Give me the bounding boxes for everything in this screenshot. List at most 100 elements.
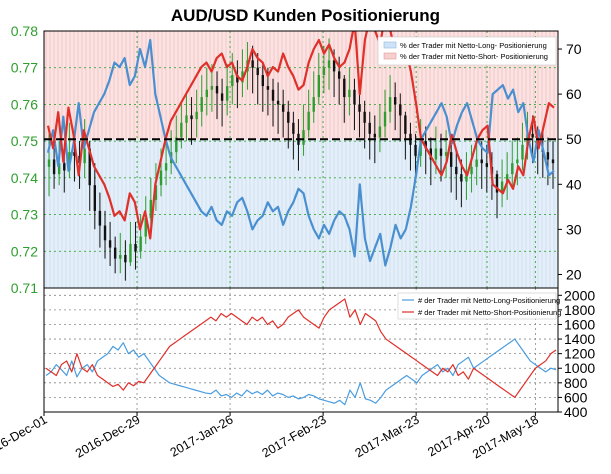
- top-left-axis: 0.78 0.77 0.76 0.75 0.74 0.73 0.72 0.71: [11, 23, 38, 296]
- y-right-tick-label: 800: [564, 375, 588, 391]
- top-right-axis: 70 60 50 40 30 20: [558, 41, 582, 282]
- candle-body: [124, 254, 127, 263]
- candle-body: [393, 97, 397, 105]
- candle-body: [200, 97, 203, 112]
- candle-body: [500, 181, 504, 193]
- y-right-tick-label: 2000: [564, 287, 595, 303]
- y-left-tick-label: 0.78: [11, 23, 38, 39]
- candle-body: [195, 111, 198, 120]
- candle-body: [139, 236, 142, 252]
- candle-body: [287, 111, 290, 123]
- candle-body: [353, 89, 356, 105]
- legend-label-short-count: # der Trader mit Netto-Short-Positionier…: [418, 308, 561, 317]
- candle-body: [470, 166, 473, 175]
- candle-body: [368, 122, 371, 134]
- y-left-tick-label: 0.71: [11, 280, 38, 296]
- candle-body: [175, 137, 178, 153]
- y-right-tick-label: 40: [566, 176, 582, 192]
- y-left-tick-label: 0.74: [11, 170, 38, 186]
- y-left-tick-label: 0.77: [11, 60, 38, 76]
- y-right-tick-label: 1200: [564, 346, 595, 362]
- legend-swatch-short-pct: [383, 52, 397, 60]
- candle-body: [292, 122, 295, 134]
- x-tick-label: 2016-Dec-29: [73, 412, 143, 460]
- candle-body: [332, 60, 336, 72]
- candle-body: [546, 152, 550, 160]
- candle-body: [302, 130, 305, 145]
- candle-body: [399, 104, 402, 116]
- candle-body: [317, 75, 321, 98]
- x-tick-label: 2016-Dec-01: [0, 412, 50, 460]
- candle-body: [47, 159, 51, 167]
- candle-body: [52, 159, 56, 175]
- bottom-legend: # der Trader mit Netto-Long-Positionieru…: [397, 292, 561, 320]
- candle-body: [93, 185, 97, 211]
- candle-body: [312, 97, 315, 112]
- long-pct-line: [46, 38, 555, 267]
- candle-body: [261, 75, 265, 87]
- candle-body: [88, 148, 91, 186]
- legend-label-short-pct: % der Trader mit Netto-Short- Positionie…: [400, 52, 548, 61]
- candle-body: [337, 71, 341, 79]
- short-count-line: [45, 298, 557, 399]
- trader-count-lines: [45, 298, 557, 406]
- y-right-tick-label: 50: [566, 131, 582, 147]
- candle-body: [485, 163, 489, 167]
- candle-body: [251, 60, 254, 68]
- candle-body: [449, 152, 453, 167]
- candle-body: [439, 148, 443, 156]
- candle-body: [465, 174, 468, 182]
- y-right-tick-label: 600: [564, 389, 588, 405]
- candle-body: [429, 148, 433, 160]
- candle-body: [144, 218, 147, 237]
- candle-body: [521, 144, 524, 160]
- candle-body: [373, 133, 377, 138]
- candle-body: [57, 163, 61, 175]
- candle-body: [266, 86, 270, 90]
- candle-body: [343, 78, 346, 98]
- y-left-tick-label: 0.75: [11, 133, 38, 149]
- candle-body: [180, 122, 183, 138]
- candle-body: [103, 225, 107, 241]
- candle-body: [404, 115, 407, 134]
- candle-body: [185, 115, 188, 123]
- candle-body: [475, 159, 478, 167]
- y-right-tick-label: 20: [566, 266, 582, 282]
- candle-body: [358, 104, 361, 112]
- y-right-tick-label: 1800: [564, 302, 595, 318]
- candle-body: [215, 86, 219, 94]
- candle-body: [414, 144, 417, 156]
- bottom-panel-frame: [43, 287, 559, 413]
- candle-body: [271, 89, 275, 101]
- candle-body: [63, 163, 66, 171]
- candle-body: [531, 133, 534, 138]
- candle-body: [480, 159, 483, 164]
- legend-label-long-pct: % der Trader mit Netto-Long- Positionier…: [400, 41, 547, 50]
- x-tick-label: 2017-Jan-26: [168, 412, 236, 459]
- candle-body: [98, 210, 102, 226]
- candle-body: [276, 100, 280, 105]
- candle-body: [119, 254, 122, 259]
- long-count-line: [45, 338, 557, 406]
- y-right-tick-label: 1400: [564, 331, 595, 347]
- candle-body: [388, 97, 392, 112]
- candle-body: [220, 93, 224, 101]
- candle-body: [378, 126, 382, 138]
- candle-body: [164, 163, 168, 171]
- legend-label-long-count: # der Trader mit Netto-Long-Positionieru…: [418, 296, 560, 305]
- candle-body: [236, 75, 239, 83]
- candle-body: [460, 174, 463, 182]
- short-pct-line: [46, 31, 555, 240]
- candle-body: [322, 67, 326, 76]
- y-left-tick-label: 0.76: [11, 96, 38, 112]
- candle-body: [363, 111, 366, 123]
- candle-body: [505, 174, 509, 182]
- y-right-tick-label: 1000: [564, 360, 595, 376]
- x-tick-label: 2017-Feb-23: [260, 412, 329, 460]
- candle-body: [434, 148, 438, 160]
- candle-body: [134, 243, 137, 252]
- candle-body: [348, 89, 351, 98]
- candle-body: [159, 170, 163, 186]
